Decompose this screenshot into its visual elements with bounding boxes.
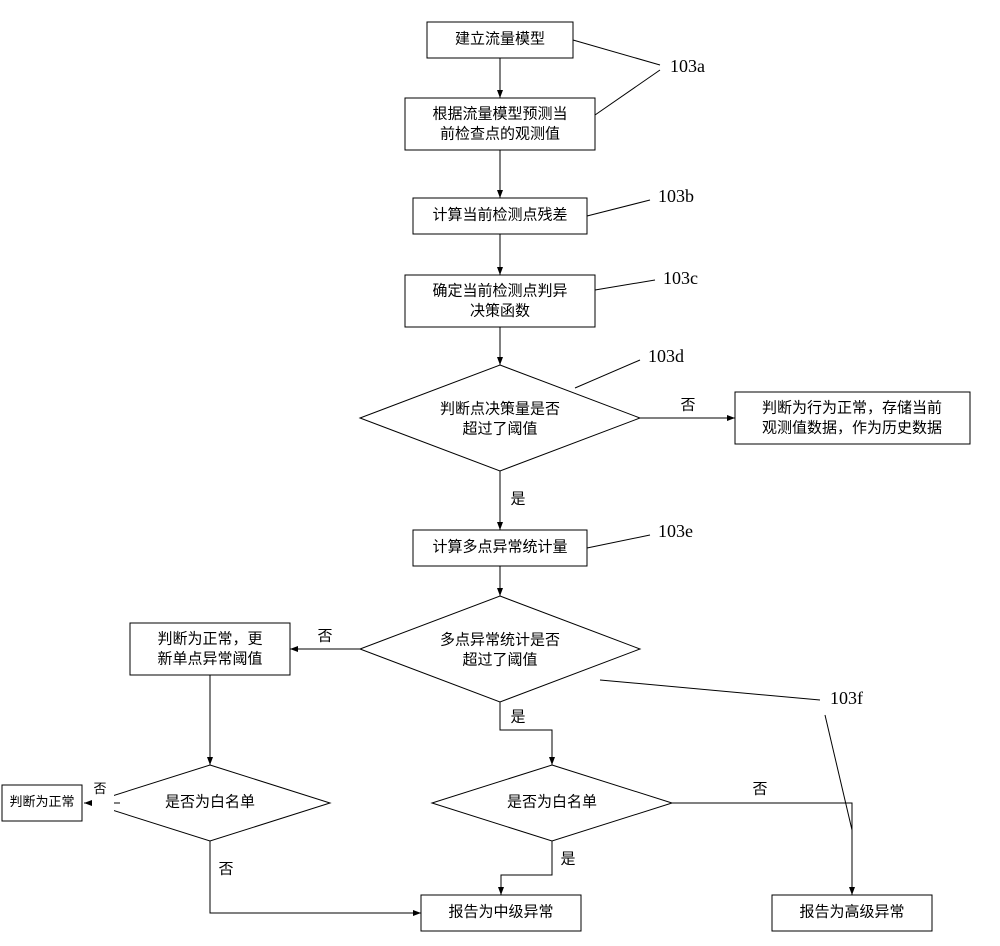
edge-n7-n7no-label: 否: [317, 628, 332, 644]
node-report-high-text: 报告为高级异常: [799, 903, 904, 920]
label-103c: 103c: [663, 268, 698, 288]
label-103a: 103a: [670, 56, 705, 76]
label-103d: 103d: [648, 346, 684, 366]
node-multi-threshold: [360, 596, 640, 702]
node-build-model-text: 建立流量模型: [455, 30, 545, 47]
label-line-103f-1: [600, 680, 820, 700]
node-whitelist-right-text: 是否为白名单: [507, 793, 597, 810]
label-line-103b: [587, 200, 650, 216]
edge-n8l-nmid-label: 否: [218, 861, 233, 877]
edge-n7-n8r: [500, 702, 552, 765]
edge-n8r-nmid-label: 是: [560, 851, 575, 867]
label-line-103d: [575, 360, 640, 388]
node-predict-text-2: 前检查点的观测值: [440, 125, 560, 142]
label-line-103a-2: [595, 70, 660, 115]
label-line-103f-2: [825, 715, 852, 830]
node-normal-store-text-2: 观测值数据，作为历史数据: [762, 419, 942, 436]
node-whitelist-left-text: 是否为白名单: [165, 793, 255, 810]
label-103f: 103f: [830, 688, 863, 708]
label-line-103a-1: [573, 40, 660, 65]
edge-n8l-nmid: [210, 841, 421, 913]
node-normal-text-fixed: 判断为正常: [9, 794, 74, 809]
edge-n5-n5no-label: 否: [680, 397, 695, 413]
label-103b: 103b: [658, 186, 694, 206]
node-report-mid-text: 报告为中级异常: [448, 903, 553, 920]
node-multi-threshold-text-2: 超过了阈值: [462, 651, 537, 668]
node-residual-text: 计算当前检测点残差: [432, 205, 567, 223]
label-line-103e: [587, 535, 650, 548]
node-decision-fn-text-2: 决策函数: [470, 302, 530, 319]
node-threshold-check: [360, 365, 640, 471]
edge-n5-n6-label: 是: [510, 491, 525, 507]
node-threshold-check-text-1: 判断点决策量是否: [440, 400, 560, 417]
label-line-103c: [595, 280, 655, 290]
node-threshold-check-text-2: 超过了阈值: [462, 420, 537, 437]
label-103e: 103e: [658, 521, 693, 541]
edge-n8r-nmid: [501, 841, 552, 895]
edge-n7-n8r-label: 是: [510, 709, 525, 725]
node-normal-store-text-1: 判断为行为正常，存储当前: [762, 399, 942, 416]
node-update-threshold-text-2: 新单点异常阈值: [157, 650, 262, 667]
node-predict-text-1: 根据流量模型预测当: [432, 105, 567, 122]
edge-n8r-nhigh-label: 否: [752, 781, 767, 797]
node-update-threshold-text-1: 判断为正常，更: [157, 630, 262, 647]
edge-n8l-n8lno-label: 否: [93, 781, 106, 796]
node-decision-fn-text-1: 确定当前检测点判异: [432, 282, 567, 299]
node-multi-stat-text: 计算多点异常统计量: [432, 537, 567, 555]
flowchart-diagram: 建立流量模型 根据流量模型预测当 前检查点的观测值 计算当前检测点残差 确定当前…: [0, 0, 1000, 946]
node-multi-threshold-text-1: 多点异常统计是否: [440, 631, 560, 648]
edge-n8r-nhigh: [672, 803, 852, 895]
